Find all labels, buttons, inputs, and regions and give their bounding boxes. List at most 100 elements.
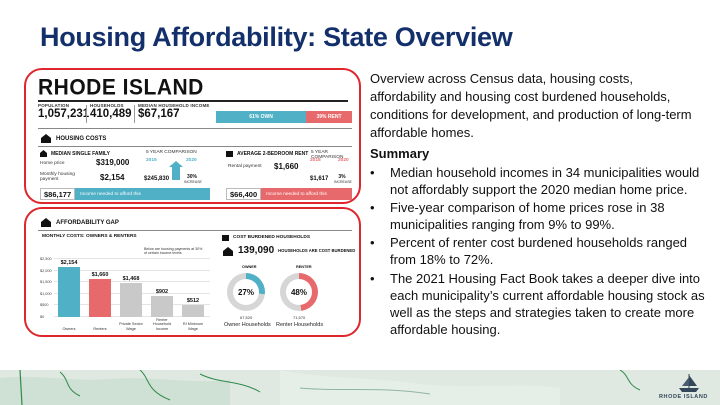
- stat-label: HOUSEHOLDS: [90, 103, 124, 108]
- renter-label: RENTER: [296, 265, 312, 269]
- y-tick-label: $1,000: [40, 291, 52, 296]
- house-icon: [41, 218, 51, 227]
- gridline: [54, 258, 210, 259]
- divider: [134, 105, 135, 123]
- change-label: INCREASE: [184, 180, 202, 184]
- affordability-gap-heading: AFFORDABILITY GAP: [40, 217, 119, 228]
- income-needed-bar-renter: $66,400 Income needed to afford this: [226, 188, 352, 200]
- state-name-rule: [38, 100, 348, 102]
- year-label: 2020: [338, 158, 349, 163]
- house-icon: [41, 134, 51, 143]
- summary-bullet: The 2021 Housing Fact Book takes a deepe…: [370, 270, 710, 338]
- owner-donut-chart: 27%: [227, 273, 265, 311]
- renter-count: 71,570: [293, 315, 306, 320]
- summary-bullet: Median household incomes in 34 municipal…: [370, 164, 710, 198]
- value-2015: $245,830: [144, 176, 170, 182]
- bar-category-label: Private Sector Wage: [119, 322, 143, 331]
- chart-note: Below are housing payments at 30% of cer…: [144, 247, 203, 256]
- cost-burdened-count: 139,090: [238, 245, 275, 256]
- bar-category-label: RI Minimum Wage: [182, 322, 204, 331]
- chart-title: MONTHLY COSTS: OWNERS & RENTERS: [42, 234, 137, 239]
- ship-logo-icon: [679, 374, 699, 392]
- building-icon: [226, 151, 233, 157]
- summary-bullet: Five-year comparison of home prices rose…: [370, 199, 710, 233]
- bar-category-label: Owners: [62, 326, 76, 331]
- percent-change: 30%: [186, 174, 197, 180]
- bar-value-label: $902: [155, 289, 169, 296]
- building-icon: [222, 235, 229, 241]
- subsection-title: AVERAGE 2-BEDROOM RENT: [237, 150, 309, 157]
- monthly-payment-value: $2,154: [100, 173, 125, 182]
- divider: [38, 146, 352, 147]
- bar: [58, 267, 80, 317]
- y-tick-label: $500: [40, 303, 49, 308]
- tenure-own-bar: 61% OWN: [216, 111, 306, 123]
- rental-payment-label: Rental payment: [228, 164, 262, 169]
- subsection-title: COST BURDENED HOUSEHOLDS: [233, 235, 311, 240]
- footer-logo-text: RHODE ISLAND: [658, 394, 708, 400]
- bar-category-label: Renter Household Income: [152, 317, 172, 331]
- bar-value-label: $512: [186, 298, 200, 305]
- stat-label: POPULATION: [38, 103, 70, 108]
- section-title: HOUSING COSTS: [56, 135, 107, 142]
- map-illustration: [0, 370, 720, 405]
- y-tick-label: $2,000: [40, 268, 52, 273]
- bar-value-label: $1,660: [91, 271, 109, 278]
- bar: [89, 278, 111, 317]
- rent-heading: AVERAGE 2-BEDROOM RENT: [226, 150, 308, 157]
- bar-value-label: $2,154: [60, 260, 78, 267]
- bar: [120, 282, 142, 317]
- home-price-value: $319,000: [96, 158, 130, 167]
- home-price-label: Home price: [40, 161, 65, 166]
- monthly-costs-bar-chart: $2,500 $2,000 $1,500 $1,000 $500 $0 $2,154 Owne…: [40, 239, 212, 331]
- housing-costs-heading: HOUSING COSTS: [40, 133, 106, 144]
- y-tick-label: $2,500: [40, 257, 52, 261]
- value-2015: $1,617: [310, 176, 329, 182]
- change-label: INCREASE: [334, 180, 352, 184]
- slide-title: Housing Affordability: State Overview: [40, 22, 513, 52]
- bar-category-label: Renters: [93, 326, 107, 331]
- income-needed-label: Income needed to afford this: [80, 191, 141, 197]
- y-tick-label: $0: [40, 315, 45, 319]
- stat-value: $67,167: [138, 108, 180, 120]
- stat-value: 1,057,231: [38, 108, 90, 120]
- infographic-overview-panel: RHODE ISLAND POPULATION 1,057,231 HOUSEH…: [24, 68, 361, 204]
- stat-population: POPULATION 1,057,231: [38, 103, 89, 120]
- bar: [151, 296, 173, 317]
- year-label: 2015: [146, 158, 157, 163]
- section-title: AFFORDABILITY GAP: [56, 219, 119, 226]
- state-name: RHODE ISLAND: [38, 75, 204, 100]
- divider: [38, 128, 352, 129]
- income-needed-bar-owner: $86,177 Income needed to afford this: [40, 188, 210, 200]
- owner-label: OWNER: [242, 265, 257, 269]
- comparison-label: 5 YEAR COMPARISON: [311, 150, 344, 160]
- house-icon: [223, 246, 233, 256]
- gridline: [54, 269, 210, 271]
- summary-bullet: Percent of renter cost burdened househol…: [370, 234, 710, 268]
- income-needed-label: Income needed to afford this: [266, 191, 327, 197]
- subsection-title: MEDIAN SINGLE FAMILY: [51, 150, 110, 157]
- percent-change: 3%: [338, 174, 346, 180]
- divider: [38, 230, 352, 231]
- bar: [182, 305, 204, 317]
- stat-median-income: MEDIAN HOUSEHOLD INCOME $67,167: [138, 103, 210, 120]
- stat-label: MEDIAN HOUSEHOLD INCOME: [138, 103, 210, 108]
- year-label: 2015: [310, 158, 321, 163]
- intro-paragraph: Overview across Census data, housing cos…: [370, 71, 692, 140]
- footer-map-band: RHODE ISLAND: [0, 370, 720, 405]
- gridline: [54, 281, 210, 283]
- arrow-up-icon: [169, 161, 183, 180]
- rental-payment-value: $1,660: [274, 162, 299, 171]
- tenure-rent-bar: 39% RENT: [306, 111, 352, 123]
- monthly-costs-heading: MONTHLY COSTS: OWNERS & RENTERS: [42, 234, 137, 239]
- summary-bullets: Median household incomes in 34 municipal…: [370, 164, 710, 339]
- renter-caption: Renter Households: [276, 322, 324, 328]
- house-icon: [40, 150, 47, 157]
- y-tick-label: $1,500: [40, 280, 52, 285]
- year-label: 2020: [186, 158, 197, 163]
- single-family-heading: MEDIAN SINGLE FAMILY: [40, 150, 110, 157]
- cost-burdened-label: HOUSEHOLDS ARE COST BURDENED: [278, 248, 356, 253]
- owner-count: 67,520: [240, 315, 253, 320]
- divider: [86, 105, 87, 123]
- income-needed-value: $66,400: [226, 188, 262, 200]
